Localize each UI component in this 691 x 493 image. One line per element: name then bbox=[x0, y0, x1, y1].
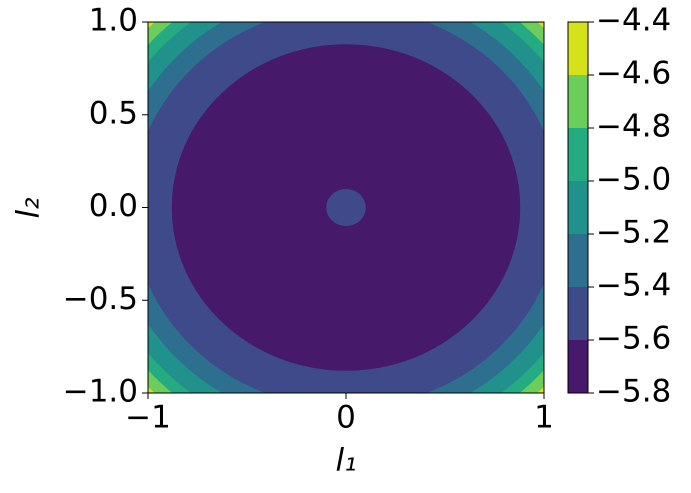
colorbar-band bbox=[568, 340, 588, 393]
colorbar-tick-label: −5.0 bbox=[596, 162, 671, 198]
y-tick-label: 0.0 bbox=[89, 188, 138, 224]
colorbar-band bbox=[568, 22, 588, 75]
colorbar-band bbox=[568, 234, 588, 287]
x-axis-label: l₁ bbox=[335, 443, 356, 479]
x-tick-label: 1 bbox=[534, 400, 554, 436]
y-axis-label: l₂ bbox=[11, 197, 47, 218]
y-tick-label: −0.5 bbox=[63, 281, 138, 317]
y-tick-label: 0.5 bbox=[89, 95, 138, 131]
colorbar-band bbox=[568, 128, 588, 181]
colorbar-tick-label: −4.4 bbox=[596, 3, 671, 39]
colorbar-band bbox=[568, 287, 588, 340]
colorbar-tick-label: −5.2 bbox=[596, 215, 671, 251]
x-tick-label: −1 bbox=[125, 400, 171, 436]
colorbar-tick-label: −4.8 bbox=[596, 109, 671, 145]
colorbar-tick-label: −4.6 bbox=[596, 56, 671, 92]
x-tick-label: 0 bbox=[336, 400, 356, 436]
colorbar-tick-label: −5.4 bbox=[596, 268, 671, 304]
colorbar-band bbox=[568, 181, 588, 234]
colorbar-band bbox=[568, 75, 588, 128]
plot-area bbox=[148, 22, 544, 393]
colorbar-frame bbox=[567, 21, 589, 394]
y-tick-label: −1.0 bbox=[63, 374, 138, 410]
y-tick-label: 1.0 bbox=[89, 3, 138, 39]
contour-region bbox=[326, 188, 366, 227]
colorbar-tick-label: −5.6 bbox=[596, 321, 671, 357]
colorbar-tick-label: −5.8 bbox=[596, 374, 671, 410]
